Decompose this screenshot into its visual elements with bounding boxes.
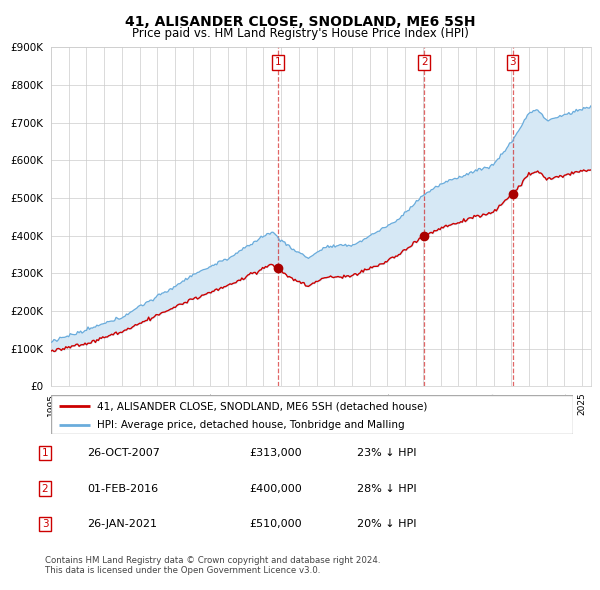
Text: 20% ↓ HPI: 20% ↓ HPI [357, 519, 416, 529]
Text: £400,000: £400,000 [249, 484, 302, 493]
Text: 3: 3 [41, 519, 49, 529]
Text: HPI: Average price, detached house, Tonbridge and Malling: HPI: Average price, detached house, Tonb… [97, 420, 404, 430]
Text: 26-JAN-2021: 26-JAN-2021 [87, 519, 157, 529]
Text: 41, ALISANDER CLOSE, SNODLAND, ME6 5SH: 41, ALISANDER CLOSE, SNODLAND, ME6 5SH [125, 15, 475, 29]
Text: £510,000: £510,000 [249, 519, 302, 529]
Text: 26-OCT-2007: 26-OCT-2007 [87, 448, 160, 458]
Text: 1: 1 [275, 57, 281, 67]
Text: Price paid vs. HM Land Registry's House Price Index (HPI): Price paid vs. HM Land Registry's House … [131, 27, 469, 40]
Text: 01-FEB-2016: 01-FEB-2016 [87, 484, 158, 493]
Text: 28% ↓ HPI: 28% ↓ HPI [357, 484, 416, 493]
Text: This data is licensed under the Open Government Licence v3.0.: This data is licensed under the Open Gov… [45, 566, 320, 575]
Text: £313,000: £313,000 [249, 448, 302, 458]
Text: 23% ↓ HPI: 23% ↓ HPI [357, 448, 416, 458]
Text: 2: 2 [41, 484, 49, 493]
Text: 41, ALISANDER CLOSE, SNODLAND, ME6 5SH (detached house): 41, ALISANDER CLOSE, SNODLAND, ME6 5SH (… [97, 401, 427, 411]
Text: 3: 3 [509, 57, 516, 67]
Text: 2: 2 [421, 57, 428, 67]
Text: Contains HM Land Registry data © Crown copyright and database right 2024.: Contains HM Land Registry data © Crown c… [45, 556, 380, 565]
Text: 1: 1 [41, 448, 49, 458]
